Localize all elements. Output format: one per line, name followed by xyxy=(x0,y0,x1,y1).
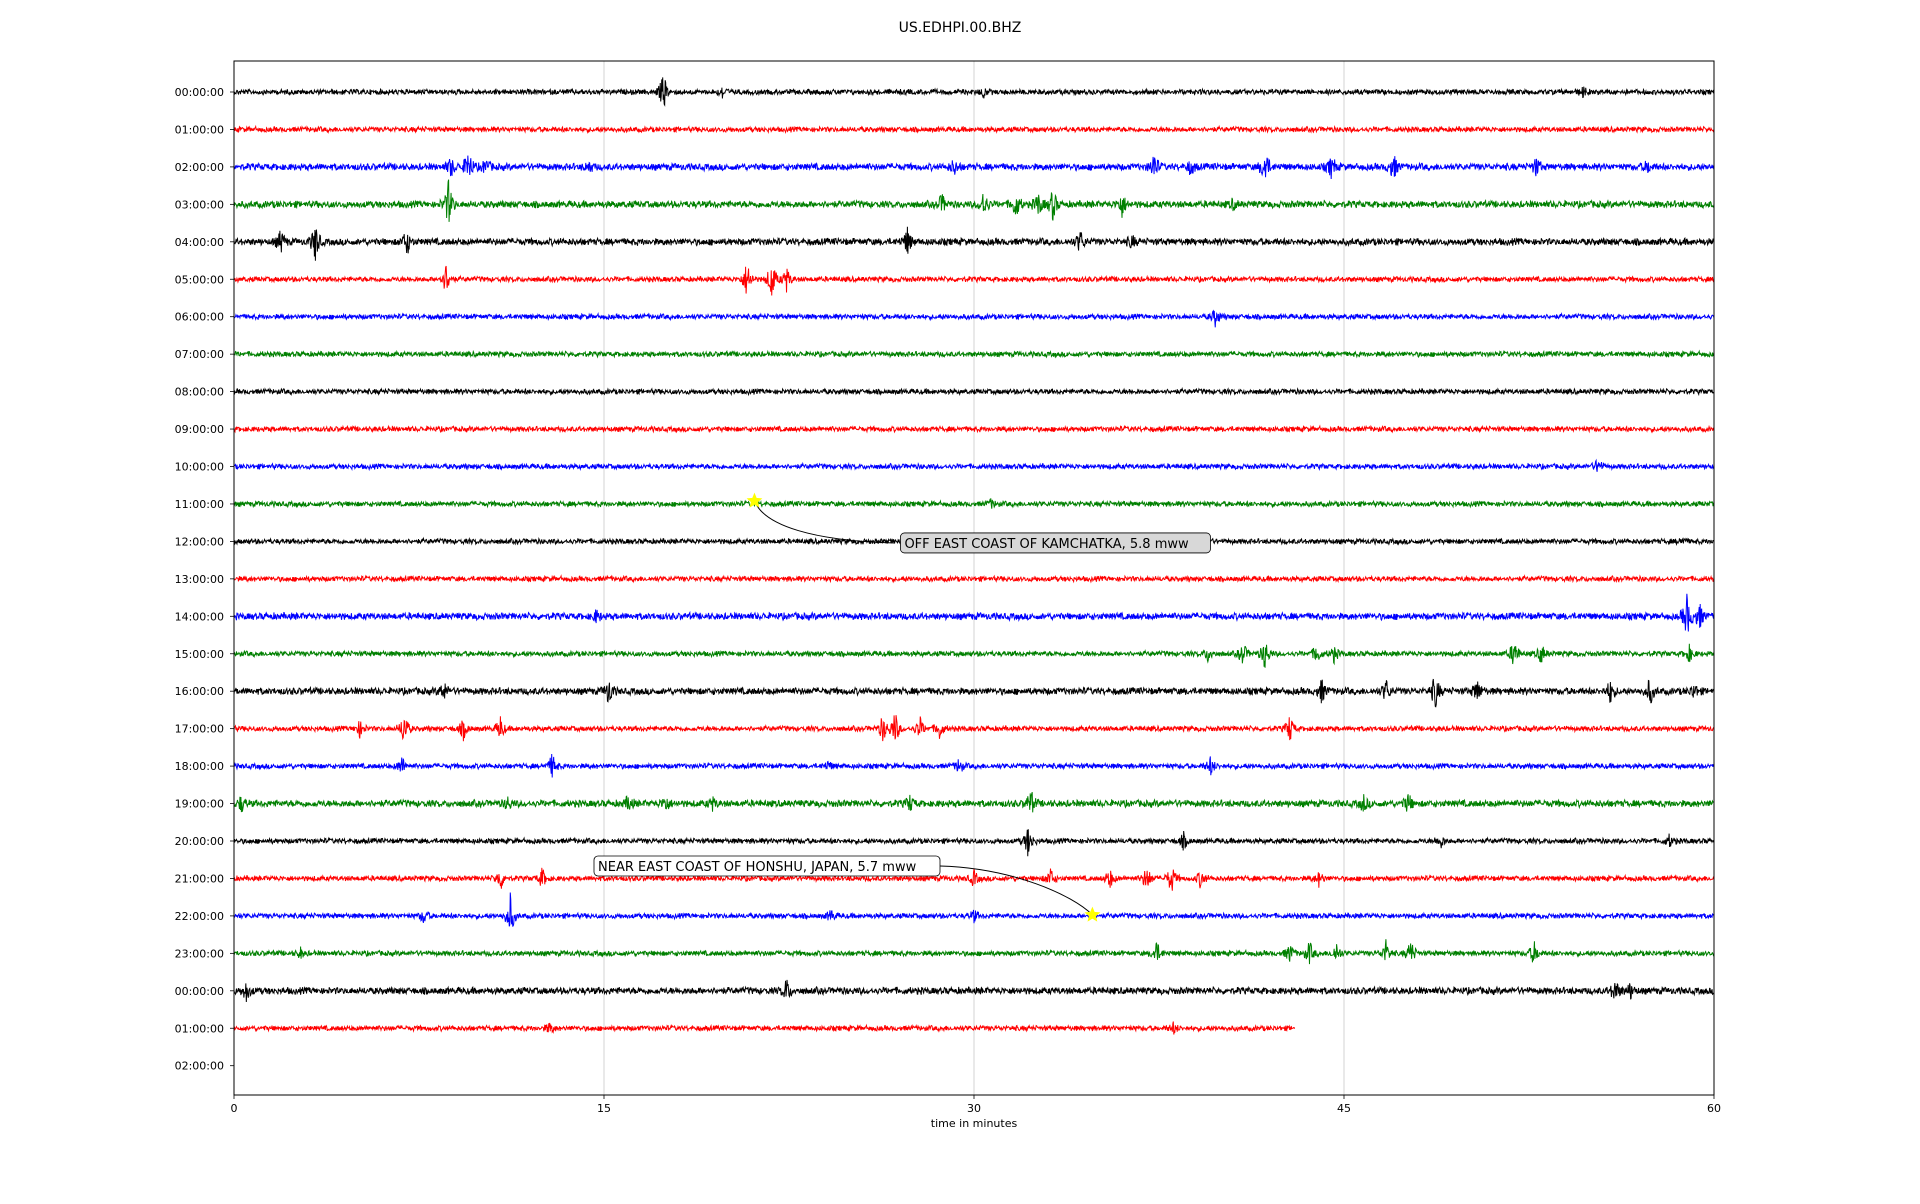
y-tick-label: 10:00:00 xyxy=(175,461,224,474)
trace-line xyxy=(233,643,1715,668)
trace-line xyxy=(233,179,1715,222)
y-tick-label: 03:00:00 xyxy=(175,198,224,211)
annotation-label: OFF EAST COAST OF KAMCHATKA, 5.8 mww xyxy=(904,537,1189,552)
trace-line xyxy=(233,349,1715,359)
annotation-label: NEAR EAST COAST OF HONSHU, JAPAN, 5.7 mw… xyxy=(598,860,917,875)
trace-line xyxy=(233,309,1715,328)
trace-line xyxy=(233,1021,1296,1035)
trace-line xyxy=(233,265,1715,296)
event-star xyxy=(746,492,763,508)
y-tick-label: 15:00:00 xyxy=(175,648,224,661)
trace-line xyxy=(233,458,1715,472)
trace-line xyxy=(233,124,1715,135)
event-star xyxy=(1084,906,1101,922)
trace-line xyxy=(233,386,1715,397)
y-tick-label: 09:00:00 xyxy=(175,423,224,436)
x-tick-label: 60 xyxy=(1707,1102,1721,1115)
trace-line xyxy=(233,678,1715,708)
y-tick-label: 18:00:00 xyxy=(175,760,224,773)
x-tick-label: 0 xyxy=(231,1102,238,1115)
trace-line xyxy=(233,892,1715,927)
y-tick-label: 02:00:00 xyxy=(175,1060,224,1073)
y-tick-label: 23:00:00 xyxy=(175,947,224,960)
trace-line xyxy=(233,715,1715,742)
trace-line xyxy=(233,574,1715,584)
y-tick-label: 05:00:00 xyxy=(175,273,224,286)
trace-line xyxy=(233,424,1715,434)
y-tick-label: 01:00:00 xyxy=(175,1022,224,1035)
y-tick-label: 17:00:00 xyxy=(175,723,224,736)
trace-line xyxy=(233,226,1715,261)
y-tick-label: 20:00:00 xyxy=(175,835,224,848)
y-tick-label: 06:00:00 xyxy=(175,311,224,324)
annotation-box xyxy=(900,532,1211,554)
y-tick-label: 21:00:00 xyxy=(175,872,224,885)
y-tick-label: 12:00:00 xyxy=(175,535,224,548)
chart-title: US.EDHPI.00.BHZ xyxy=(898,20,1022,36)
y-tick-labels: 00:00:00 01:00:00 02:00:00 03:00:00 04:00:00… xyxy=(175,86,234,1073)
y-tick-label: 00:00:00 xyxy=(175,985,224,998)
trace-line xyxy=(233,77,1715,107)
trace-line xyxy=(233,939,1715,965)
trace-line xyxy=(233,593,1715,632)
trace-line xyxy=(233,829,1715,857)
trace-line xyxy=(233,498,1715,509)
annotation-connector xyxy=(754,500,895,544)
y-tick-label: 13:00:00 xyxy=(175,573,224,586)
y-tick-label: 04:00:00 xyxy=(175,236,224,249)
annotation-connector xyxy=(939,865,1093,916)
y-tick-label: 00:00:00 xyxy=(175,86,224,99)
y-tick-label: 08:00:00 xyxy=(175,386,224,399)
y-tick-label: 16:00:00 xyxy=(175,685,224,698)
y-tick-label: 19:00:00 xyxy=(175,798,224,811)
x-tick-label: 45 xyxy=(1337,1102,1351,1115)
y-tick-label: 07:00:00 xyxy=(175,348,224,361)
trace-line xyxy=(233,791,1715,813)
trace-line xyxy=(233,979,1715,1002)
annotations: OFF EAST COAST OF KAMCHATKA, 5.8 mww NEAR… xyxy=(593,492,1211,922)
y-tick-label: 01:00:00 xyxy=(175,123,224,136)
x-ticks: 0 15 30 45 60 xyxy=(231,1095,1721,1115)
annotation-box xyxy=(593,855,941,877)
trace-line xyxy=(233,753,1715,778)
y-tick-label: 22:00:00 xyxy=(175,910,224,923)
plot-frame xyxy=(233,60,1715,1096)
trace-line xyxy=(233,155,1715,180)
x-axis-label: time in minutes xyxy=(930,1117,1018,1130)
x-tick-label: 15 xyxy=(597,1102,611,1115)
y-tick-label: 11:00:00 xyxy=(175,498,224,511)
y-tick-label: 14:00:00 xyxy=(175,610,224,623)
x-tick-label: 30 xyxy=(967,1102,981,1115)
y-tick-label: 02:00:00 xyxy=(175,161,224,174)
